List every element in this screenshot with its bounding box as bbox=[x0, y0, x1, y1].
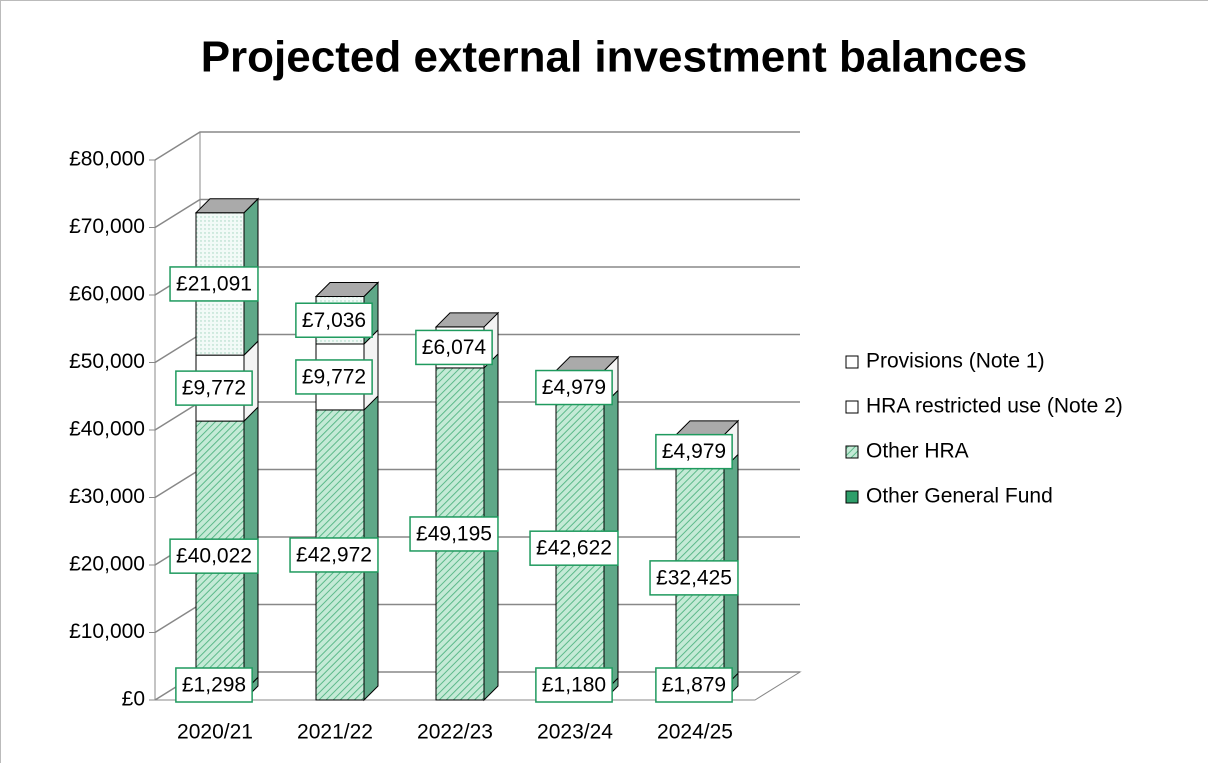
data-label-text: £1,879 bbox=[662, 674, 726, 697]
y-tick-label: £70,000 bbox=[69, 215, 145, 238]
legend-label: HRA restricted use (Note 2) bbox=[866, 395, 1123, 418]
data-label: £6,074 bbox=[415, 329, 493, 366]
data-label-box bbox=[655, 667, 733, 703]
data-label-text: £4,979 bbox=[662, 440, 726, 463]
data-label-text: £4,979 bbox=[542, 376, 606, 399]
data-label-box bbox=[295, 302, 373, 338]
y-tick-label: £80,000 bbox=[69, 148, 145, 171]
data-label-text: £42,622 bbox=[536, 537, 612, 560]
y-tick-label: £60,000 bbox=[69, 283, 145, 306]
data-label: £21,091 bbox=[169, 266, 259, 302]
y-tick-label: £30,000 bbox=[69, 485, 145, 508]
chart-title: Projected external investment balances bbox=[201, 33, 1028, 82]
data-label-box bbox=[649, 560, 739, 596]
data-label-box bbox=[175, 370, 253, 406]
y-tick-label: £40,000 bbox=[69, 418, 145, 441]
data-label-box bbox=[175, 667, 253, 703]
y-tick-label: £10,000 bbox=[69, 620, 145, 643]
data-label-box bbox=[169, 266, 259, 302]
legend-label: Other General Fund bbox=[866, 485, 1053, 508]
data-label: £7,036 bbox=[295, 302, 373, 338]
x-tick-label: 2022/23 bbox=[417, 721, 493, 744]
data-label-text: £9,772 bbox=[182, 377, 246, 400]
data-label: £4,979 bbox=[535, 369, 613, 406]
data-label-text: £42,972 bbox=[296, 544, 372, 567]
x-tick-label: 2020/21 bbox=[177, 721, 253, 744]
data-label-box bbox=[289, 537, 379, 573]
data-label-text: £40,022 bbox=[176, 545, 252, 568]
data-label-text: £7,036 bbox=[302, 309, 366, 332]
data-label-text: £32,425 bbox=[656, 566, 732, 589]
data-label-text: £49,195 bbox=[416, 523, 492, 546]
legend-swatch bbox=[845, 355, 859, 369]
data-label: £42,622 bbox=[529, 530, 619, 566]
legend-swatch bbox=[845, 445, 859, 459]
data-label-box bbox=[409, 516, 499, 552]
bar-top bbox=[194, 198, 260, 214]
data-label: £42,972 bbox=[289, 537, 379, 573]
x-tick-label: 2021/22 bbox=[297, 721, 373, 744]
bar-top bbox=[434, 312, 500, 328]
data-label-text: £9,772 bbox=[302, 366, 366, 389]
data-label-text: £1,180 bbox=[542, 674, 606, 697]
data-label-box bbox=[415, 329, 493, 366]
data-label: £1,180 bbox=[535, 667, 613, 703]
data-label-box bbox=[535, 369, 613, 406]
data-label: £40,022 bbox=[169, 538, 259, 574]
legend-swatch bbox=[845, 400, 859, 414]
data-label-box bbox=[655, 433, 733, 470]
data-label-text: £6,074 bbox=[422, 336, 487, 359]
data-label: £49,195 bbox=[409, 516, 499, 552]
data-label: £4,979 bbox=[655, 433, 733, 470]
data-label: £9,772 bbox=[295, 359, 373, 395]
y-tick-label: £50,000 bbox=[69, 350, 145, 373]
x-tick-label: 2023/24 bbox=[537, 721, 613, 744]
legend-swatch bbox=[845, 490, 859, 504]
data-label-box bbox=[169, 538, 259, 574]
data-label-text: £21,091 bbox=[176, 272, 252, 295]
data-label: £9,772 bbox=[175, 370, 253, 406]
data-label: £1,298 bbox=[175, 667, 253, 703]
data-label-text: £1,298 bbox=[182, 674, 246, 697]
data-label-box bbox=[295, 359, 373, 395]
y-tick-label: £20,000 bbox=[69, 553, 145, 576]
y-tick-label: £0 bbox=[122, 688, 145, 711]
data-label-box bbox=[535, 667, 613, 703]
grid-line bbox=[154, 131, 800, 161]
data-label: £32,425 bbox=[649, 560, 739, 596]
grid-line bbox=[154, 198, 800, 229]
legend-label: Other HRA bbox=[866, 440, 969, 463]
data-label: £1,879 bbox=[655, 667, 733, 703]
legend-label: Provisions (Note 1) bbox=[866, 350, 1045, 373]
data-label-box bbox=[529, 530, 619, 566]
x-tick-label: 2024/25 bbox=[657, 721, 733, 744]
bar-top bbox=[314, 281, 380, 297]
